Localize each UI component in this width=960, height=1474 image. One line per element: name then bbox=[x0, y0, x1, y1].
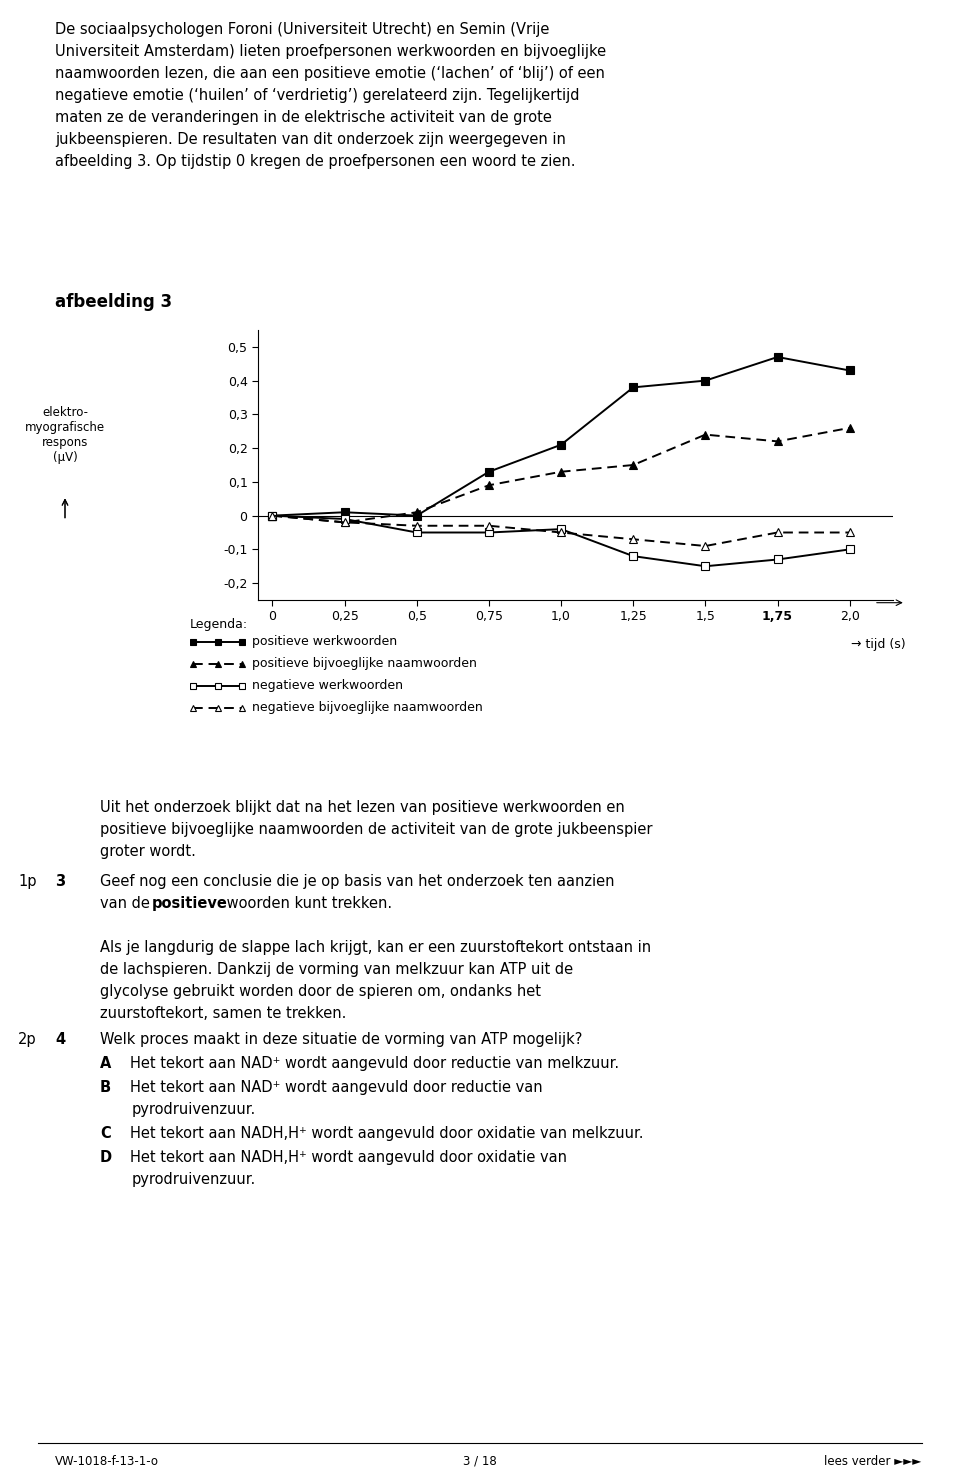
Text: Het tekort aan NAD⁺ wordt aangevuld door reductie van melkzuur.: Het tekort aan NAD⁺ wordt aangevuld door… bbox=[130, 1055, 619, 1072]
Text: Welk proces maakt in deze situatie de vorming van ATP mogelijk?: Welk proces maakt in deze situatie de vo… bbox=[100, 1032, 583, 1047]
Text: → tijd (s): → tijd (s) bbox=[852, 638, 905, 652]
Text: A: A bbox=[100, 1055, 111, 1072]
Text: 3: 3 bbox=[55, 874, 65, 889]
Text: de lachspieren. Dankzij de vorming van melkzuur kan ATP uit de: de lachspieren. Dankzij de vorming van m… bbox=[100, 963, 573, 977]
Text: Geef nog een conclusie die je op basis van het onderzoek ten aanzien: Geef nog een conclusie die je op basis v… bbox=[100, 874, 614, 889]
Text: afbeelding 3: afbeelding 3 bbox=[55, 293, 172, 311]
Text: 3 / 18: 3 / 18 bbox=[463, 1455, 497, 1468]
Text: Het tekort aan NAD⁺ wordt aangevuld door reductie van: Het tekort aan NAD⁺ wordt aangevuld door… bbox=[130, 1080, 542, 1095]
Text: afbeelding 3. Op tijdstip 0 kregen de proefpersonen een woord te zien.: afbeelding 3. Op tijdstip 0 kregen de pr… bbox=[55, 153, 575, 170]
Text: negatieve emotie (‘huilen’ of ‘verdrietig’) gerelateerd zijn. Tegelijkertijd: negatieve emotie (‘huilen’ of ‘verdrieti… bbox=[55, 88, 580, 103]
Text: positieve: positieve bbox=[152, 896, 228, 911]
Text: zuurstoftekort, samen te trekken.: zuurstoftekort, samen te trekken. bbox=[100, 1005, 347, 1021]
Text: jukbeenspieren. De resultaten van dit onderzoek zijn weergegeven in: jukbeenspieren. De resultaten van dit on… bbox=[55, 133, 565, 147]
Text: pyrodruivenzuur.: pyrodruivenzuur. bbox=[132, 1103, 256, 1117]
Text: glycolyse gebruikt worden door de spieren om, ondanks het: glycolyse gebruikt worden door de spiere… bbox=[100, 985, 541, 999]
Text: 1p: 1p bbox=[18, 874, 36, 889]
Text: Legenda:: Legenda: bbox=[190, 618, 248, 631]
Text: De sociaalpsychologen Foroni (Universiteit Utrecht) en Semin (Vrije: De sociaalpsychologen Foroni (Universite… bbox=[55, 22, 549, 37]
Text: groter wordt.: groter wordt. bbox=[100, 845, 196, 859]
Text: D: D bbox=[100, 1150, 112, 1164]
Text: pyrodruivenzuur.: pyrodruivenzuur. bbox=[132, 1172, 256, 1187]
Text: 2p: 2p bbox=[18, 1032, 36, 1047]
Text: Universiteit Amsterdam) lieten proefpersonen werkwoorden en bijvoeglijke: Universiteit Amsterdam) lieten proefpers… bbox=[55, 44, 606, 59]
Text: 4: 4 bbox=[55, 1032, 65, 1047]
Text: woorden kunt trekken.: woorden kunt trekken. bbox=[222, 896, 392, 911]
Text: van de: van de bbox=[100, 896, 155, 911]
Text: C: C bbox=[100, 1126, 110, 1141]
Text: maten ze de veranderingen in de elektrische activiteit van de grote: maten ze de veranderingen in de elektris… bbox=[55, 111, 552, 125]
Text: Het tekort aan NADH,H⁺ wordt aangevuld door oxidatie van: Het tekort aan NADH,H⁺ wordt aangevuld d… bbox=[130, 1150, 567, 1164]
Text: naamwoorden lezen, die aan een positieve emotie (‘lachen’ of ‘blij’) of een: naamwoorden lezen, die aan een positieve… bbox=[55, 66, 605, 81]
Text: negatieve bijvoeglijke naamwoorden: negatieve bijvoeglijke naamwoorden bbox=[252, 702, 483, 715]
Text: negatieve werkwoorden: negatieve werkwoorden bbox=[252, 680, 403, 693]
Text: positieve werkwoorden: positieve werkwoorden bbox=[252, 635, 397, 649]
Text: B: B bbox=[100, 1080, 111, 1095]
Text: positieve bijvoeglijke naamwoorden: positieve bijvoeglijke naamwoorden bbox=[252, 657, 477, 671]
Text: elektro-
myografische
respons
(μV): elektro- myografische respons (μV) bbox=[25, 405, 105, 464]
Text: Uit het onderzoek blijkt dat na het lezen van positieve werkwoorden en: Uit het onderzoek blijkt dat na het leze… bbox=[100, 800, 625, 815]
Text: lees verder ►►►: lees verder ►►► bbox=[825, 1455, 922, 1468]
Text: VW-1018-f-13-1-o: VW-1018-f-13-1-o bbox=[55, 1455, 159, 1468]
Text: positieve bijvoeglijke naamwoorden de activiteit van de grote jukbeenspier: positieve bijvoeglijke naamwoorden de ac… bbox=[100, 822, 653, 837]
Text: Het tekort aan NADH,H⁺ wordt aangevuld door oxidatie van melkzuur.: Het tekort aan NADH,H⁺ wordt aangevuld d… bbox=[130, 1126, 643, 1141]
Text: Als je langdurig de slappe lach krijgt, kan er een zuurstoftekort ontstaan in: Als je langdurig de slappe lach krijgt, … bbox=[100, 940, 651, 955]
